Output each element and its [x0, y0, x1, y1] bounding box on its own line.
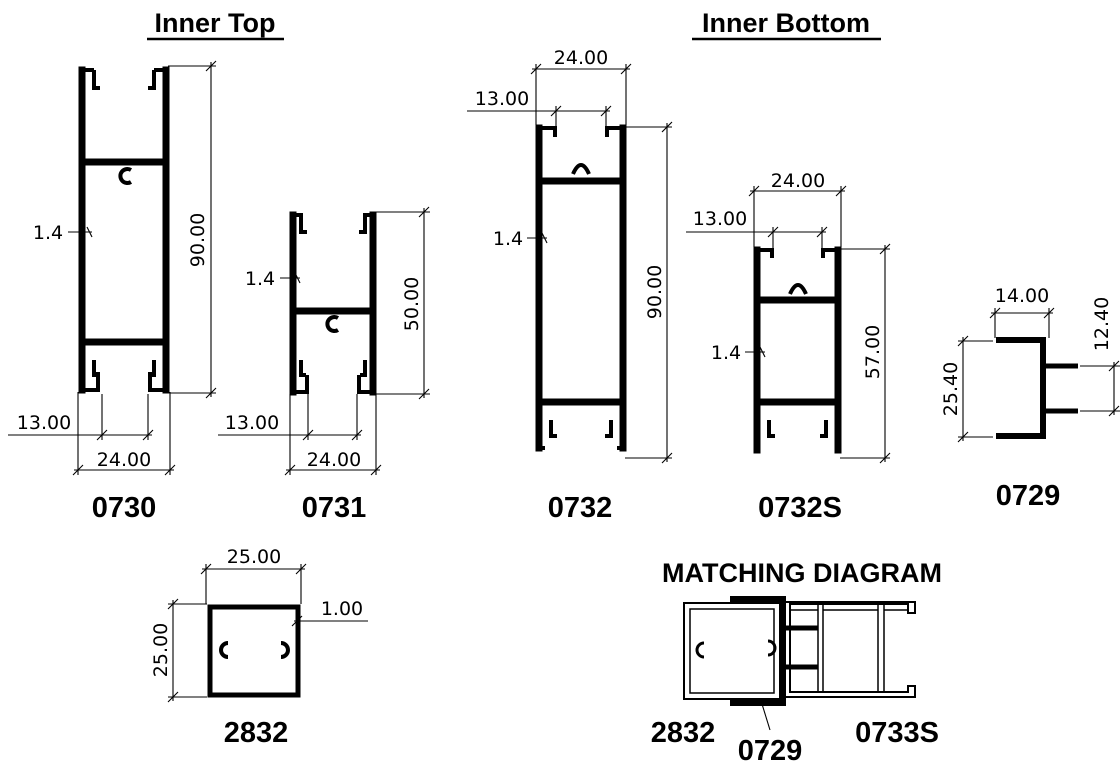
matching-profile-0733s [783, 601, 916, 698]
matching-label-0733s: 0733S [855, 717, 939, 749]
svg-text:1.4: 1.4 [245, 268, 275, 290]
profile-2832-shape [207, 604, 301, 698]
svg-text:1.4: 1.4 [33, 222, 63, 244]
svg-text:25.00: 25.00 [227, 546, 281, 568]
profile-0732: 90.00 24.00 13.00 1.4 0732 [467, 47, 673, 524]
profile-0730: 90.00 24.00 13.00 1.4 0730 [8, 60, 217, 524]
svg-text:25.00: 25.00 [150, 623, 172, 677]
svg-text:12.40: 12.40 [1091, 297, 1113, 351]
profile-0731-shape [289, 211, 377, 396]
profile-0729-shape [996, 337, 1078, 439]
profile-0732-dims: 90.00 24.00 13.00 1.4 [467, 47, 673, 464]
matching-diagram: MATCHING DIAGRAM 2832 0729 0733S [651, 558, 942, 764]
profile-2832-dims: 25.00 25.00 1.00 [150, 546, 368, 703]
svg-text:90.00: 90.00 [644, 265, 666, 319]
profile-0732s-dims: 57.00 24.00 13.00 1.4 [686, 170, 891, 464]
svg-text:13.00: 13.00 [225, 412, 279, 434]
profile-0731-dims: 50.00 24.00 13.00 1.4 [218, 206, 430, 476]
svg-text:13.00: 13.00 [693, 208, 747, 230]
svg-text:13.00: 13.00 [475, 88, 529, 110]
profile-0731-code: 0731 [302, 492, 367, 524]
svg-text:57.00: 57.00 [862, 325, 884, 379]
svg-text:1.00: 1.00 [321, 598, 363, 620]
svg-text:24.00: 24.00 [771, 170, 825, 192]
profile-2832-code: 2832 [224, 717, 289, 749]
profile-0730-code: 0730 [92, 492, 157, 524]
profile-0730-shape [78, 66, 170, 394]
inner-bottom-header: Inner Bottom [702, 8, 870, 38]
profile-0732s-code: 0732S [758, 492, 842, 524]
svg-text:90.00: 90.00 [187, 213, 209, 267]
profile-0730-dims: 90.00 24.00 13.00 1.4 [8, 60, 217, 476]
profile-0732-shape [535, 124, 627, 452]
matching-profile-0729 [730, 596, 818, 731]
svg-text:25.40: 25.40 [940, 362, 962, 416]
profile-0732-code: 0732 [548, 492, 613, 524]
svg-text:14.00: 14.00 [995, 285, 1049, 307]
profile-0729-dims: 14.00 25.40 12.40 [940, 285, 1120, 443]
matching-label-0729: 0729 [738, 735, 803, 764]
profile-0729-code: 0729 [996, 480, 1061, 512]
svg-text:24.00: 24.00 [97, 449, 151, 471]
svg-text:13.00: 13.00 [17, 412, 71, 434]
inner-top-header: Inner Top [155, 8, 276, 38]
svg-text:1.4: 1.4 [493, 228, 523, 250]
profile-0732s-shape [753, 246, 842, 454]
svg-text:50.00: 50.00 [401, 277, 423, 331]
profile-0732s: 57.00 24.00 13.00 1.4 0732S [686, 170, 891, 524]
svg-text:1.4: 1.4 [711, 342, 741, 364]
profile-2832: 25.00 25.00 1.00 2832 [150, 546, 368, 749]
svg-text:24.00: 24.00 [554, 47, 608, 69]
matching-profile-2832 [683, 602, 781, 700]
svg-text:24.00: 24.00 [307, 449, 361, 471]
profile-0729: 14.00 25.40 12.40 0729 [940, 285, 1120, 512]
matching-diagram-title: MATCHING DIAGRAM [662, 558, 942, 588]
profile-0731: 50.00 24.00 13.00 1.4 0731 [218, 206, 430, 524]
matching-label-2832: 2832 [651, 717, 716, 749]
